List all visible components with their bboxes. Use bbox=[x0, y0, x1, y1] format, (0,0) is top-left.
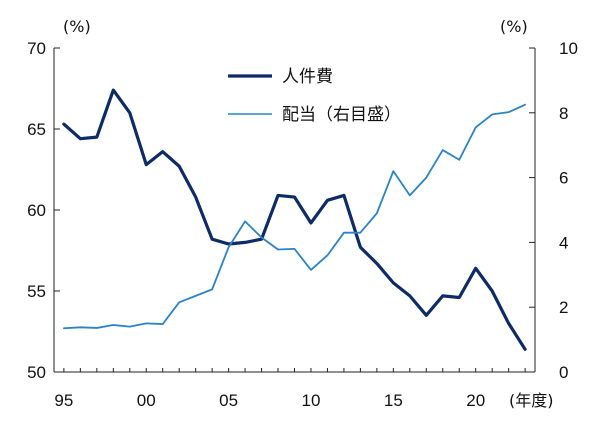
legend-label-dividend: 配当（右目盛） bbox=[282, 105, 401, 125]
x-axis-ticks: 95 00 05 10 15 20 bbox=[54, 368, 526, 410]
x-tick-label: 15 bbox=[384, 391, 403, 410]
legend-entry-personnel-cost: 人件費 bbox=[228, 67, 333, 87]
series-line-personnel-cost bbox=[62, 88, 527, 351]
left-tick-label: 60 bbox=[27, 201, 46, 220]
x-tick-label: 10 bbox=[302, 391, 321, 410]
left-tick-label: 70 bbox=[27, 39, 46, 58]
right-tick-label: 8 bbox=[559, 104, 568, 123]
x-axis-label: (年度) bbox=[509, 391, 554, 410]
x-tick-label: 20 bbox=[466, 391, 485, 410]
legend-label-personnel-cost: 人件費 bbox=[282, 67, 333, 87]
x-tick-label: 05 bbox=[219, 391, 238, 410]
right-tick-label: 6 bbox=[559, 169, 568, 188]
series-line-dividend bbox=[62, 103, 527, 330]
left-axis-unit: (%) bbox=[63, 17, 91, 36]
left-tick-label: 65 bbox=[27, 120, 46, 139]
right-axis-unit: (%) bbox=[500, 17, 528, 36]
x-tick-label: 00 bbox=[137, 391, 156, 410]
legend-entry-dividend: 配当（右目盛） bbox=[228, 105, 401, 125]
left-tick-label: 55 bbox=[27, 282, 46, 301]
series-lines bbox=[62, 88, 527, 351]
legend: 人件費 配当（右目盛） bbox=[228, 67, 401, 125]
right-tick-label: 0 bbox=[559, 363, 568, 382]
right-tick-label: 4 bbox=[559, 233, 568, 252]
axes bbox=[53, 48, 536, 373]
x-tick-label: 95 bbox=[54, 391, 73, 410]
right-axis-ticks: 0 2 4 6 8 10 bbox=[529, 39, 578, 382]
right-tick-label: 10 bbox=[559, 39, 578, 58]
left-tick-label: 50 bbox=[27, 363, 46, 382]
left-axis-ticks: 50 55 60 65 70 bbox=[27, 39, 60, 382]
right-tick-label: 2 bbox=[559, 298, 568, 317]
